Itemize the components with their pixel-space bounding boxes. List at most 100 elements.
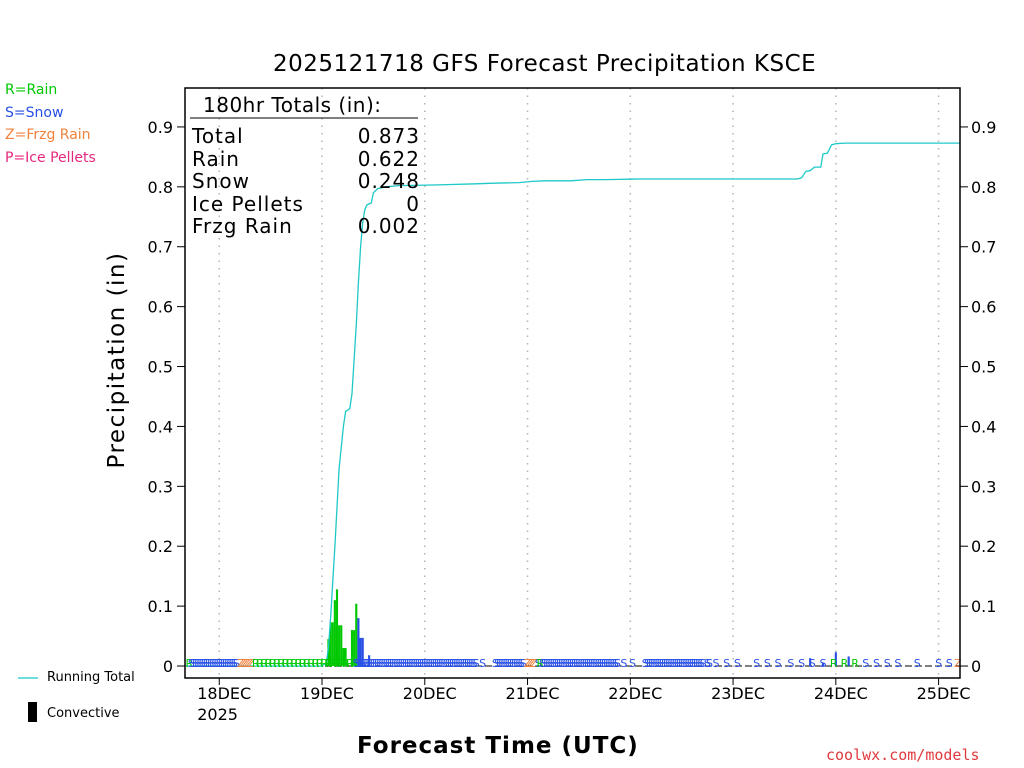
totals-row-value: 0.002 <box>357 214 420 238</box>
type-letter-93: S <box>438 657 445 670</box>
type-letter-72: S <box>393 657 400 670</box>
type-letter-192: S <box>691 657 698 670</box>
x-axis-ticks: 18DEC 2025 19DEC 20DEC 21DEC 22DEC 23DEC 24DEC 2… <box>197 678 971 724</box>
credit-link[interactable]: coolwx.com/models <box>826 746 980 764</box>
type-letter-183: S <box>672 657 679 670</box>
type-letter-115: S <box>500 657 507 670</box>
type-letter-29: R <box>252 657 260 670</box>
type-letter-217: S <box>935 657 942 670</box>
totals-row-frzg-rain: Frzg Rain 0.002 <box>192 215 420 238</box>
type-letter-101: S <box>456 657 463 670</box>
xtick-label-3: 21DEC <box>506 684 560 703</box>
ytick-right-label-6: 0.6 <box>971 298 996 317</box>
type-letter-90: S <box>432 657 439 670</box>
type-letter-212: S <box>862 657 869 670</box>
type-letter-41: R <box>303 657 311 670</box>
legend-convective-label: Convective <box>47 706 120 721</box>
ytick-right-label-4: 0.4 <box>971 417 996 436</box>
type-letter-8: S <box>203 657 210 670</box>
type-letter-171: S <box>646 657 653 670</box>
type-letter-92: S <box>436 657 443 670</box>
totals-row-rain: Rain 0.622 <box>192 147 420 171</box>
ytick-right-label-3: 0.3 <box>971 477 996 496</box>
type-letter-25: Z <box>241 657 249 670</box>
type-letter-47: R <box>329 657 337 670</box>
type-letter-191: S <box>689 657 696 670</box>
type-letter-148: S <box>575 657 582 670</box>
type-letter-145: S <box>569 657 576 670</box>
type-letter-172: S <box>648 657 655 670</box>
type-letter-201: S <box>734 657 741 670</box>
totals-row-label: Frzg Rain <box>192 214 293 238</box>
type-letter-163: S <box>608 657 615 670</box>
type-letter-197: S <box>704 657 711 670</box>
type-letter-120: S <box>511 657 518 670</box>
type-letter-42: R <box>307 657 315 670</box>
type-letter-46: R <box>325 657 333 670</box>
type-letter-210: R <box>841 657 849 670</box>
type-letter-54: S <box>355 657 362 670</box>
xtick-label-6: 24DEC <box>814 684 868 703</box>
type-letter-204: S <box>775 657 782 670</box>
type-letter-166: S <box>614 657 621 670</box>
type-letter-169: S <box>642 657 649 670</box>
xtick-sublabel-0: 2025 <box>197 705 238 724</box>
xtick-label-2: 20DEC <box>403 684 457 703</box>
type-letter-107: S <box>468 657 475 670</box>
type-legend-item-0: R=Rain <box>5 82 58 98</box>
type-letter-151: S <box>582 657 589 670</box>
type-letter-175: S <box>655 657 662 670</box>
type-letter-36: R <box>282 657 290 670</box>
totals-row-label: Ice Pellets <box>192 191 304 216</box>
ytick-left-label-0: 0 <box>163 657 173 676</box>
type-letter-174: S <box>653 657 660 670</box>
type-letter-11: S <box>209 657 216 670</box>
type-letter-194: S <box>695 657 702 670</box>
snow-bar-4 <box>368 655 371 667</box>
type-letter-13: S <box>214 657 221 670</box>
type-letter-73: S <box>396 657 403 670</box>
type-letter-190: S <box>687 657 694 670</box>
ytick-left-label-3: 0.3 <box>148 477 173 496</box>
type-letter-32: R <box>265 657 273 670</box>
type-letter-106: S <box>466 657 473 670</box>
type-letter-129: S <box>535 657 542 670</box>
type-letter-77: S <box>404 657 411 670</box>
type-letter-79: S <box>408 657 415 670</box>
ytick-left-label-2: 0.2 <box>148 537 173 556</box>
type-letter-158: S <box>597 657 604 670</box>
type-letter-116: S <box>503 657 510 670</box>
type-letter-150: S <box>580 657 587 670</box>
type-letter-20: S <box>229 657 236 670</box>
type-letter-133: S <box>543 657 550 670</box>
type-letter-142: S <box>563 657 570 670</box>
type-letter-211: R <box>851 657 859 670</box>
type-letter-170: S <box>644 657 651 670</box>
type-letter-218: S <box>946 657 953 670</box>
xtick-label-0: 18DEC <box>197 684 251 703</box>
type-letter-165: S <box>612 657 619 670</box>
rain-bar-0 <box>325 663 328 667</box>
snow-bar-3 <box>363 664 366 667</box>
type-letter-63: S <box>374 657 381 670</box>
type-letter-7: S <box>201 657 208 670</box>
type-letter-205: S <box>787 657 794 670</box>
type-letter-51: R <box>346 657 354 670</box>
type-letter-39: R <box>295 657 303 670</box>
type-letter-26: Z <box>243 657 251 670</box>
type-letter-30: R <box>256 657 264 670</box>
type-letter-28: Z <box>248 657 256 670</box>
type-letter-1: S <box>188 657 195 670</box>
type-letter-97: S <box>447 657 454 670</box>
type-letter-141: S <box>560 657 567 670</box>
type-letter-181: S <box>667 657 674 670</box>
ytick-right-label-9: 0.9 <box>971 118 996 137</box>
type-letter-22: S <box>233 657 240 670</box>
type-letter-131: S <box>539 657 546 670</box>
type-letter-167: S <box>620 657 627 670</box>
type-letter-89: S <box>430 657 437 670</box>
type-letter-55: S <box>357 657 364 670</box>
type-letter-208: S <box>819 657 826 670</box>
rain-bar-2 <box>329 622 332 667</box>
